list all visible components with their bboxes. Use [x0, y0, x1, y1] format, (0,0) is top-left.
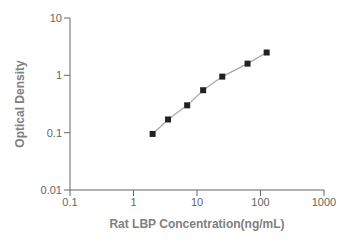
svg-text:0.1: 0.1	[47, 127, 62, 139]
svg-text:10: 10	[50, 12, 62, 24]
svg-text:0.1: 0.1	[62, 196, 77, 208]
svg-text:Optical Density: Optical Density	[13, 60, 27, 148]
svg-text:0.01: 0.01	[41, 184, 62, 196]
svg-text:1000: 1000	[312, 196, 336, 208]
svg-text:100: 100	[251, 196, 269, 208]
svg-text:1: 1	[56, 69, 62, 81]
svg-text:Rat LBP Concentration(ng/mL): Rat LBP Concentration(ng/mL)	[109, 217, 284, 231]
svg-text:10: 10	[191, 196, 203, 208]
svg-text:1: 1	[130, 196, 136, 208]
